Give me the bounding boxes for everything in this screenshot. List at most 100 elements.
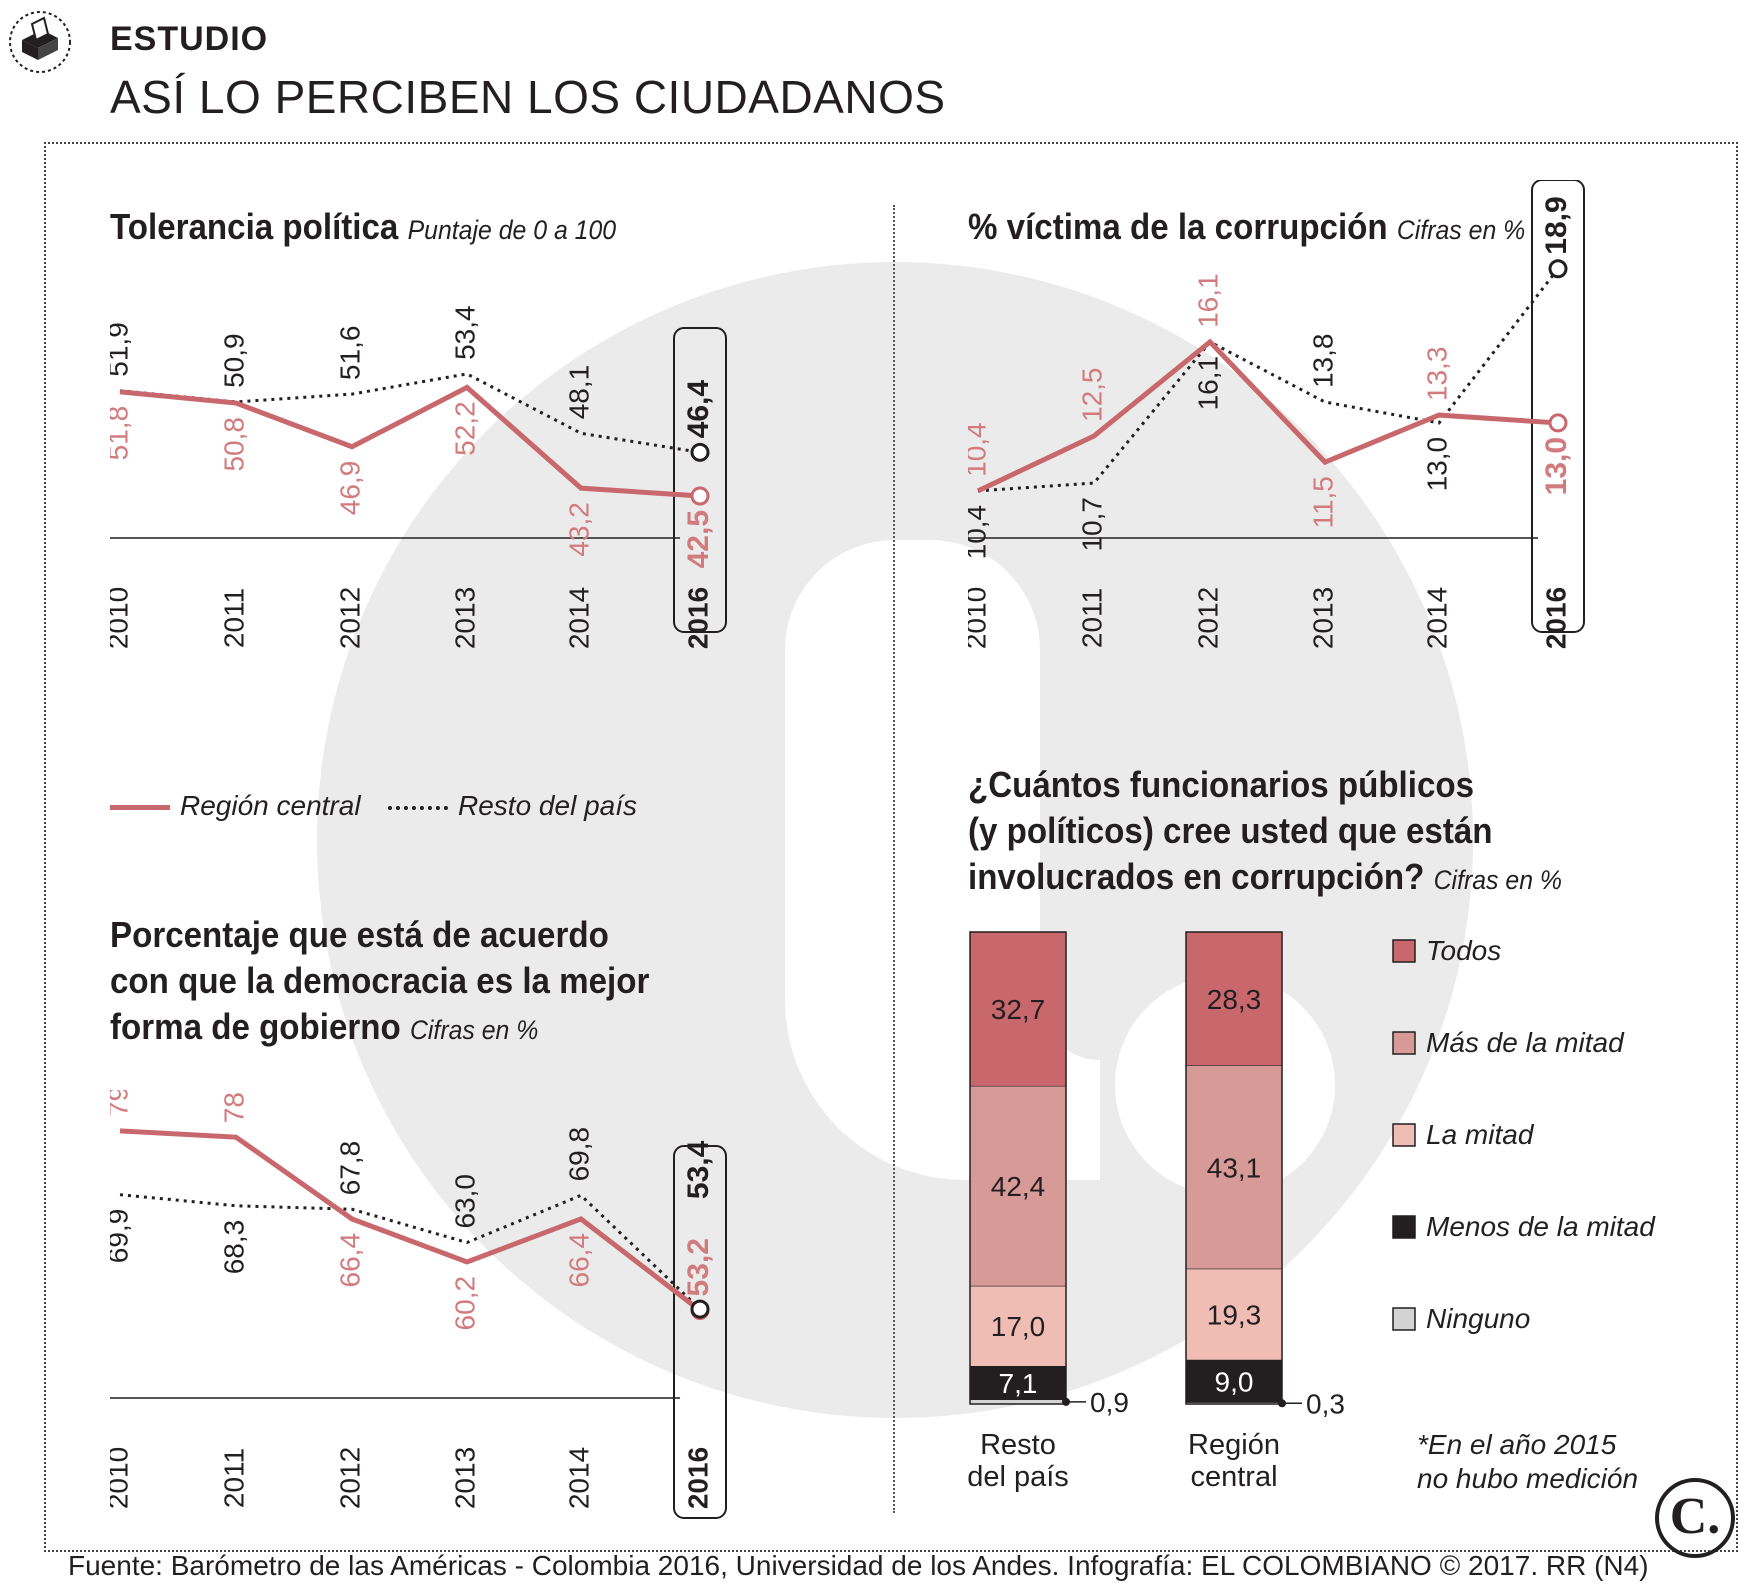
- bar-segment: [969, 1366, 1067, 1401]
- data-label-region: 16,1: [1192, 273, 1223, 328]
- series-end-marker-region: [690, 486, 710, 506]
- data-label-region: 60,2: [449, 1276, 480, 1331]
- legend-label: Más de la mitad: [1426, 1027, 1625, 1058]
- x-category-label: central: [1190, 1461, 1277, 1493]
- series-end-marker-region: [1548, 413, 1568, 433]
- chart-title-corrupcion: % víctima de la corrupción Cifras en %: [968, 204, 1525, 253]
- data-label-region: 66,4: [563, 1233, 594, 1288]
- x-tick-label: 2011: [218, 588, 249, 648]
- content-frame: [44, 142, 1738, 1552]
- chart-subtitle: Cifras en %: [1433, 865, 1563, 895]
- chart-title-funcionarios: ¿Cuántos funcionarios públicos (y políti…: [968, 762, 1562, 903]
- data-label-region: 78,2: [218, 1090, 249, 1123]
- headline: ASÍ LO PERCIBEN LOS CIUDADANOS: [110, 71, 946, 123]
- data-label-resto: 13,8: [1307, 334, 1338, 389]
- highlight-2016-box: [673, 1145, 727, 1519]
- data-label-region: 79,1: [110, 1090, 133, 1117]
- x-tick-label: 2014: [563, 587, 594, 649]
- bar-segment: [969, 1085, 1067, 1287]
- bar-outline: [1185, 931, 1283, 1405]
- chart-title-line: (y políticos) cree usted que están: [968, 810, 1493, 851]
- chart-subtitle: Cifras en %: [409, 1015, 539, 1045]
- legend-resto: Resto del país: [388, 790, 637, 822]
- data-label-resto: 16,1: [1192, 356, 1223, 411]
- x-tick-label: 2016: [1540, 587, 1571, 649]
- x-category-label: Región: [1188, 1429, 1280, 1461]
- legend-label: Resto del país: [458, 790, 637, 821]
- bar-segment: [969, 931, 1067, 1087]
- bar-segment-label: 28,3: [1207, 984, 1262, 1015]
- legend-label: La mitad: [1426, 1119, 1535, 1150]
- data-label-resto: 50,9: [218, 333, 249, 388]
- legend-label: Todos: [1426, 935, 1501, 966]
- series-line-resto: [977, 267, 1560, 493]
- data-label-region: 51,8: [110, 406, 133, 461]
- highlight-2016-box: [673, 327, 727, 633]
- x-category-label: Resto: [980, 1429, 1056, 1461]
- bar-segment: [1185, 1268, 1283, 1361]
- footnote-line: *En el año 2015: [1417, 1429, 1617, 1460]
- x-tick-label: 2012: [1192, 587, 1223, 649]
- x-tick-label: 2013: [449, 587, 480, 649]
- bar-segment-label: 9,0: [1215, 1366, 1254, 1397]
- data-label-resto: 13,0: [1421, 437, 1452, 492]
- series-line-region: [119, 1128, 702, 1313]
- line-chart-tolerancia: 2010 2011 2012 2013 2014 2016 51,9 51,8 50,9 50,8…: [110, 305, 727, 649]
- legend-swatch-solid: [110, 805, 170, 811]
- chart-title-line: Porcentaje que está de acuerdo: [110, 914, 609, 955]
- bar-segment: [1185, 1359, 1283, 1403]
- series-end-marker-resto: [690, 1299, 710, 1319]
- x-tick-label: 2011: [218, 1448, 249, 1508]
- series-end-marker-resto: [1548, 259, 1568, 279]
- bar-segment-label: 17,0: [991, 1311, 1046, 1342]
- x-tick-label: 2010: [110, 587, 133, 649]
- bar-outline: [969, 931, 1067, 1405]
- bar-segment-label: 0,3: [1306, 1388, 1345, 1419]
- x-category-label: del país: [967, 1461, 1069, 1493]
- column-divider: [893, 205, 895, 1513]
- data-label-region: 43,2: [563, 502, 594, 557]
- data-label-resto: 51,9: [110, 322, 133, 377]
- legend-swatch: [1392, 1123, 1416, 1147]
- legend-swatch: [1392, 1031, 1416, 1055]
- x-tick-label: 2014: [563, 1447, 594, 1509]
- bar-segment-label: 19,3: [1207, 1300, 1262, 1331]
- series-line-region: [119, 384, 701, 499]
- ballot-box-icon: [9, 11, 71, 73]
- x-tick-label: 2013: [449, 1447, 480, 1509]
- data-label-resto: 69,8: [563, 1127, 594, 1182]
- x-tick-label: 2016: [682, 1447, 713, 1509]
- chart-title-text: % víctima de la corrupción: [968, 206, 1388, 247]
- series-line-resto: [119, 372, 701, 454]
- bar-segment-label: 0,9: [1090, 1387, 1129, 1418]
- data-label-region: 13,0: [1540, 437, 1573, 495]
- series-line-resto: [119, 1193, 702, 1311]
- legend-swatch: [1392, 1307, 1416, 1331]
- data-label-region: 50,8: [218, 417, 249, 472]
- data-label-resto: 10,7: [1076, 497, 1107, 552]
- chart-title-line: involucrados en corrupción?: [968, 856, 1425, 897]
- legend-label: Ninguno: [1426, 1303, 1530, 1334]
- data-label-region: 12,5: [1076, 368, 1107, 423]
- highlight-2016-box: [1531, 180, 1585, 633]
- data-label-resto: 53,4: [682, 1140, 715, 1199]
- series-line-region: [976, 338, 1559, 494]
- data-label-region: 46,9: [334, 461, 365, 515]
- bar-segment-label: 7,1: [999, 1368, 1038, 1399]
- data-label-resto: 46,4: [682, 380, 715, 439]
- data-label-resto: 53,4: [449, 305, 480, 360]
- chart-title-line: con que la democracia es la mejor: [110, 960, 650, 1001]
- legend-region: Región central: [110, 790, 361, 822]
- data-label-region: 66,4: [334, 1233, 365, 1288]
- data-label-resto: 48,1: [563, 365, 594, 420]
- chart-title-tolerancia: Tolerancia política Puntaje de 0 a 100: [110, 204, 616, 253]
- data-label-region: 52,2: [449, 401, 480, 456]
- data-label-resto: 69,9: [110, 1209, 133, 1264]
- data-label-region: 42,5: [682, 510, 715, 568]
- data-label-resto: 68,3: [218, 1220, 249, 1275]
- chart-title-line: ¿Cuántos funcionarios públicos: [968, 764, 1475, 805]
- data-label-region: 10,4: [968, 422, 991, 477]
- el-colombiano-logo: C.: [1655, 1478, 1735, 1558]
- data-label-resto: 18,9: [1540, 196, 1573, 254]
- bar-segment: [1185, 1065, 1283, 1270]
